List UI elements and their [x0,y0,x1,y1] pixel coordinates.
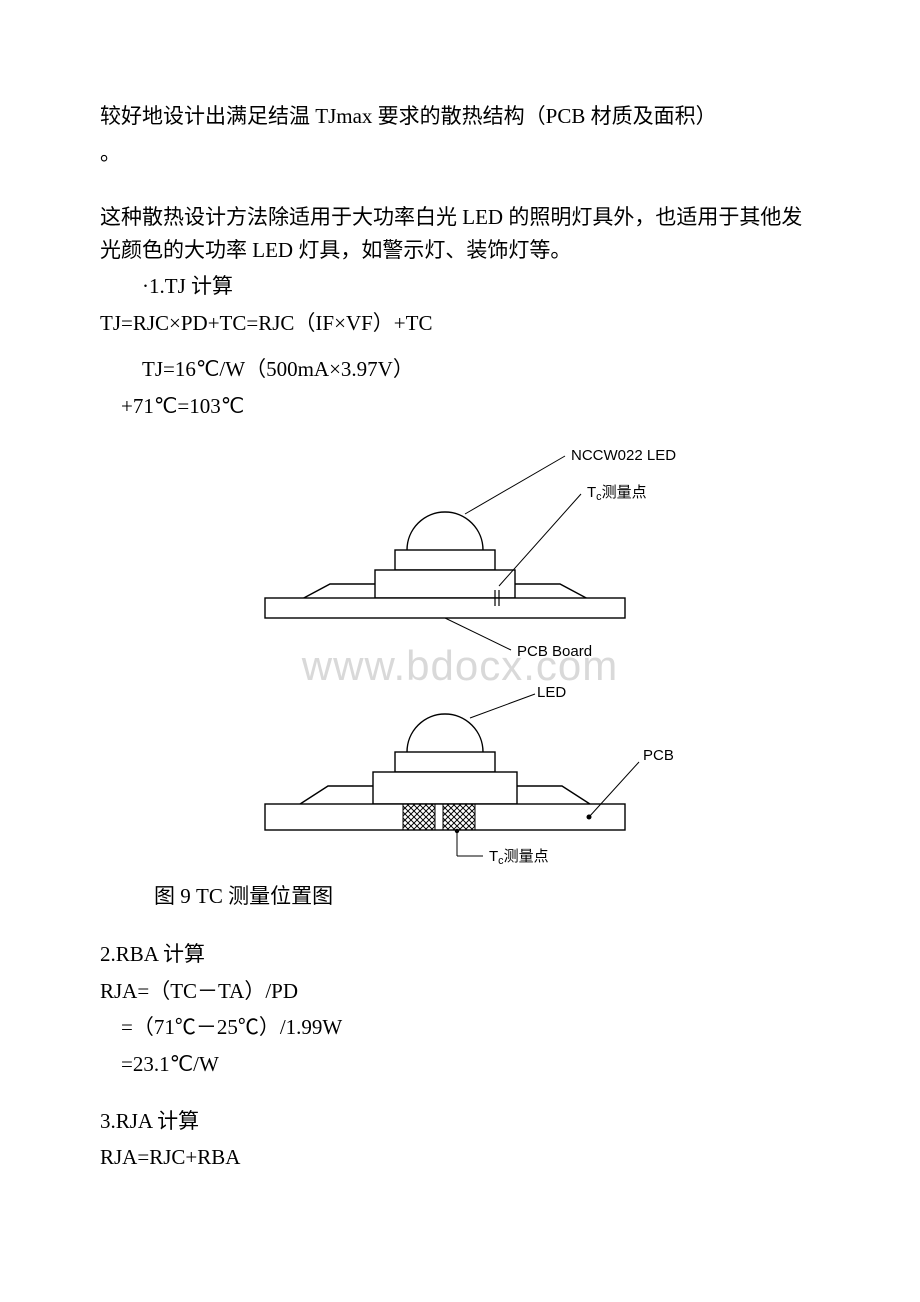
section-1-eq1: TJ=RJC×PD+TC=RJC（IF×VF）+TC [100,307,820,340]
section-2-eq2: =（71℃－25℃）/1.99W [100,1011,820,1044]
svg-text:NCCW022 LED: NCCW022 LED [571,447,676,464]
paragraph-2: 这种散热设计方法除适用于大功率白光 LED 的照明灯具外，也适用于其他发光颜色的… [100,201,820,266]
section-1-title: ·1.TJ 计算 [100,270,820,303]
section-3-title: 3.RJA 计算 [100,1105,820,1138]
svg-text:Tc测量点: Tc测量点 [587,484,647,503]
spacer [100,343,820,353]
document-page: 较好地设计出满足结温 TJmax 要求的散热结构（PCB 材质及面积） 。 这种… [0,0,920,1238]
section-2-eq3: =23.1℃/W [100,1048,820,1081]
section-1-eq2b: +71℃=103℃ [100,390,820,423]
spacer [100,1095,820,1105]
svg-text:PCB Board: PCB Board [517,643,592,660]
section-2-title: 2.RBA 计算 [100,938,820,971]
figure-caption: 图 9 TC 测量位置图 [100,880,820,910]
svg-text:PCB: PCB [643,747,674,764]
svg-text:Tc测量点: Tc测量点 [489,848,549,866]
section-1-eq2a: TJ=16℃/W（500mA×3.97V） [100,353,820,386]
figure-9: www.bdocx.com NCCW022 LEDTc测量点PCB BoardL… [100,434,820,866]
spacer [100,910,820,938]
section-2-eq1: RJA=（TC－TA）/PD [100,975,820,1008]
section-3-eq1: RJA=RJC+RBA [100,1141,820,1174]
svg-text:LED: LED [537,684,566,701]
spacer [100,173,820,201]
paragraph-1-line2: 。 [100,137,820,170]
paragraph-1-line1: 较好地设计出满足结温 TJmax 要求的散热结构（PCB 材质及面积） [100,100,820,133]
figure-svg: NCCW022 LED Tc测量点 PCB Board LED PCB Tc测量点 [225,434,695,866]
spacer [100,1085,820,1095]
